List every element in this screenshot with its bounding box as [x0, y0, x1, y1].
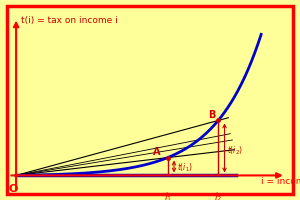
- Text: $t(\mathit{i}_2)$: $t(\mathit{i}_2)$: [227, 144, 243, 157]
- Text: O: O: [8, 184, 18, 194]
- Text: A: A: [152, 147, 160, 157]
- Text: B: B: [208, 110, 215, 120]
- Text: $t(\mathit{i}_1)$: $t(\mathit{i}_1)$: [176, 161, 193, 174]
- Text: $\mathit{i}_2$: $\mathit{i}_2$: [214, 190, 222, 200]
- Text: t(i) = tax on income i: t(i) = tax on income i: [21, 16, 118, 25]
- Text: $\mathit{i}_1$: $\mathit{i}_1$: [164, 190, 172, 200]
- Text: i = income: i = income: [261, 177, 300, 186]
